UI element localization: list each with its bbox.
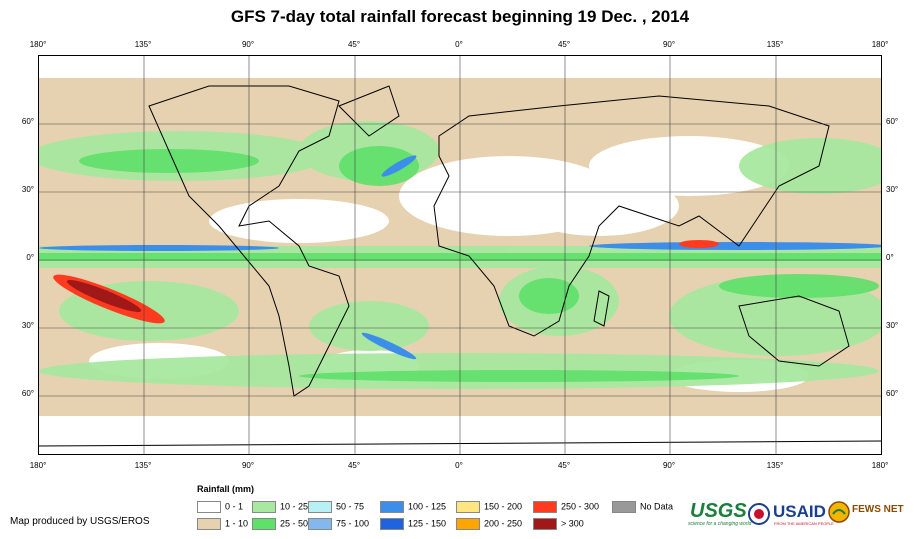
legend-swatch xyxy=(197,501,221,513)
legend-swatch xyxy=(380,501,404,513)
legend-label: No Data xyxy=(640,501,674,512)
legend-swatch xyxy=(533,518,557,530)
usgs-logo: USGS xyxy=(690,500,747,523)
rainfall-map-canvas xyxy=(39,56,881,454)
lat-tick-left: 0° xyxy=(26,253,34,262)
lon-tick-bottom: 135° xyxy=(766,461,784,470)
legend-swatch xyxy=(308,501,332,513)
lon-tick-top: 135° xyxy=(134,40,152,49)
lon-tick-top: 90° xyxy=(241,40,255,49)
legend-item: > 300 xyxy=(533,518,584,530)
lon-tick-bottom: 90° xyxy=(662,461,676,470)
lon-tick-top: 0° xyxy=(455,40,463,49)
legend-item: 50 - 75 xyxy=(308,501,364,513)
usaid-seal-icon xyxy=(748,503,770,530)
legend-label: 250 - 300 xyxy=(561,501,600,512)
legend-title: Rainfall (mm) xyxy=(197,484,255,494)
legend-swatch xyxy=(252,501,276,513)
usgs-tagline: science for a changing world xyxy=(688,521,752,527)
usaid-logo-text: USAID xyxy=(773,502,826,521)
legend-item: 75 - 100 xyxy=(308,518,369,530)
lat-tick-right: 60° xyxy=(886,117,899,126)
legend-swatch xyxy=(197,518,221,530)
lon-tick-top: 45° xyxy=(347,40,361,49)
map-credit: Map produced by USGS/EROS xyxy=(10,516,150,527)
legend-item: 25 - 50 xyxy=(252,518,308,530)
lon-tick-bottom: 135° xyxy=(134,461,152,470)
legend-swatch xyxy=(252,518,276,530)
rain-100-150 xyxy=(39,155,881,360)
legend-label: 75 - 100 xyxy=(336,518,370,529)
lon-tick-bottom: 180° xyxy=(871,461,889,470)
lon-tick-top: 180° xyxy=(29,40,47,49)
lon-tick-top: 135° xyxy=(766,40,784,49)
lon-tick-bottom: 45° xyxy=(557,461,571,470)
lat-tick-left: 30° xyxy=(21,185,34,194)
lat-tick-right: 60° xyxy=(886,389,899,398)
legend-label: 0 - 1 xyxy=(225,501,244,512)
rain-extreme xyxy=(53,240,719,324)
lon-tick-top: 45° xyxy=(557,40,571,49)
lat-tick-right: 30° xyxy=(886,185,899,194)
lat-tick-right: 30° xyxy=(886,321,899,330)
legend-swatch xyxy=(456,518,480,530)
legend-swatch xyxy=(380,518,404,530)
lat-tick-left: 60° xyxy=(21,389,34,398)
legend-item: 1 - 10 xyxy=(197,518,248,530)
legend-label: 50 - 75 xyxy=(336,501,365,512)
legend-item: 125 - 150 xyxy=(380,518,446,530)
legend-item: 250 - 300 xyxy=(533,501,599,513)
legend-label: > 300 xyxy=(561,518,584,529)
legend-label: 100 - 125 xyxy=(408,501,447,512)
legend-label: 150 - 200 xyxy=(484,501,523,512)
lat-tick-right: 0° xyxy=(886,253,894,262)
fews-net-logo-text: FEWS NET xyxy=(852,504,904,515)
legend-swatch xyxy=(612,501,636,513)
lon-tick-bottom: 45° xyxy=(347,461,361,470)
legend-swatch xyxy=(533,501,557,513)
legend-item: No Data xyxy=(612,501,673,513)
usgs-logo-text: USGS xyxy=(690,500,747,522)
legend-swatch xyxy=(308,518,332,530)
legend-item: 200 - 250 xyxy=(456,518,522,530)
rainfall-map xyxy=(38,55,882,455)
legend-item: 0 - 1 xyxy=(197,501,243,513)
lon-tick-top: 90° xyxy=(662,40,676,49)
legend-label: 25 - 50 xyxy=(280,518,309,529)
lon-tick-bottom: 0° xyxy=(455,461,463,470)
legend-item: 100 - 125 xyxy=(380,501,446,513)
legend-label: 1 - 10 xyxy=(225,518,249,529)
lon-tick-top: 180° xyxy=(871,40,889,49)
legend-label: 10 - 25 xyxy=(280,501,309,512)
usaid-tagline: FROM THE AMERICAN PEOPLE xyxy=(774,521,834,526)
lon-tick-bottom: 90° xyxy=(241,461,255,470)
legend-item: 10 - 25 xyxy=(252,501,308,513)
graticule xyxy=(39,56,881,454)
lon-tick-bottom: 180° xyxy=(29,461,47,470)
lat-tick-left: 60° xyxy=(21,117,34,126)
legend-label: 200 - 250 xyxy=(484,518,523,529)
map-title: GFS 7-day total rainfall forecast beginn… xyxy=(230,7,690,26)
lat-tick-left: 30° xyxy=(21,321,34,330)
legend-label: 125 - 150 xyxy=(408,518,447,529)
fews-net-emblem-icon xyxy=(828,501,850,528)
legend-swatch xyxy=(456,501,480,513)
legend-item: 150 - 200 xyxy=(456,501,522,513)
